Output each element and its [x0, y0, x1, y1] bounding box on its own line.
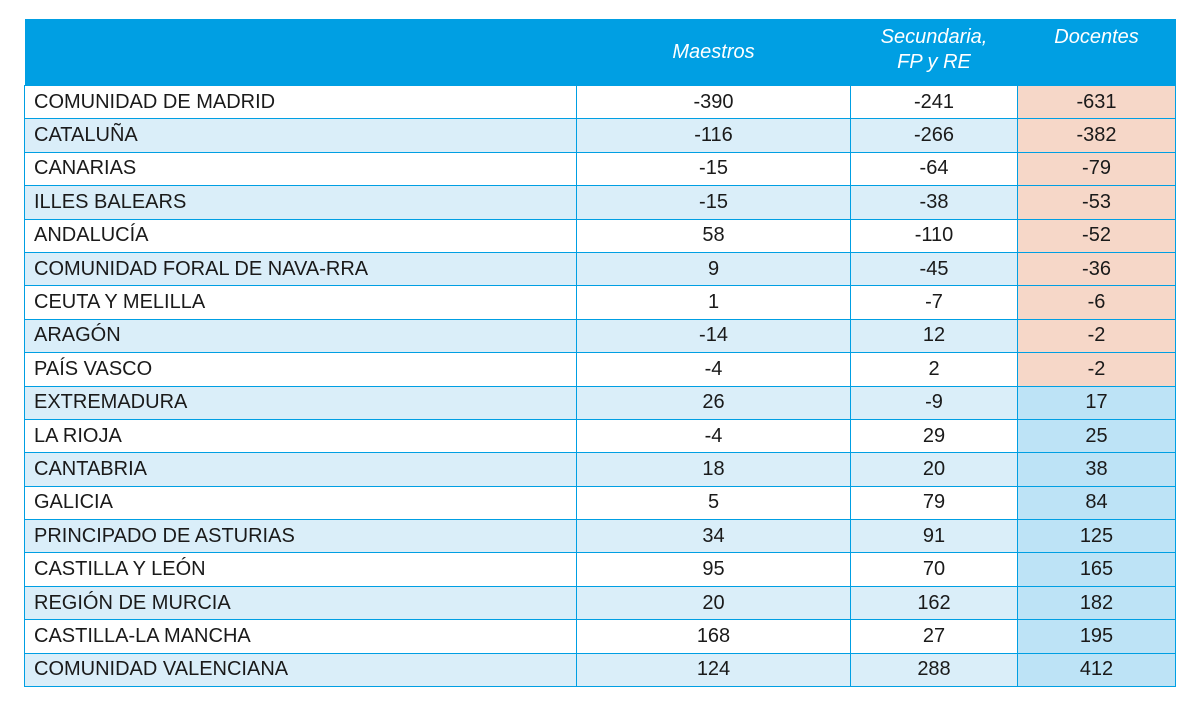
table-header-row: Maestros Secundaria, FP y RE Docentes	[24, 19, 1176, 86]
cell-region: ILLES BALEARS	[24, 185, 577, 220]
cell-region: GALICIA	[24, 485, 577, 521]
cell-maestros: 20	[576, 585, 851, 621]
cell-region: CATALUÑA	[24, 118, 577, 153]
cell-docentes: 182	[1017, 585, 1176, 621]
cell-region: PAÍS VASCO	[24, 352, 577, 387]
table-row: ANDALUCÍA 58 -110 -52	[24, 218, 1176, 253]
table-row: LA RIOJA -4 29 25	[24, 418, 1176, 454]
cell-maestros: 124	[576, 652, 851, 688]
table-row: COMUNIDAD DE MADRID -390 -241 -631	[24, 84, 1176, 120]
table-row: REGIÓN DE MURCIA 20 162 182	[24, 585, 1176, 621]
table-row: GALICIA 5 79 84	[24, 485, 1176, 521]
cell-region: EXTREMADURA	[24, 385, 577, 420]
cell-docentes: -52	[1017, 218, 1176, 253]
cell-secundaria: 2	[850, 352, 1018, 387]
cell-secundaria: -45	[850, 251, 1018, 287]
cell-maestros: 18	[576, 452, 851, 487]
cell-maestros: -390	[576, 84, 851, 120]
cell-secundaria: 288	[850, 652, 1018, 688]
cell-secundaria: 91	[850, 519, 1018, 554]
header-maestros: Maestros	[576, 19, 851, 86]
cell-region: CANARIAS	[24, 151, 577, 187]
table-row: CATALUÑA -116 -266 -382	[24, 118, 1176, 153]
cell-secundaria: 27	[850, 619, 1018, 654]
cell-maestros: -116	[576, 118, 851, 153]
table-row: CASTILLA Y LEÓN 95 70 165	[24, 552, 1176, 587]
cell-secundaria: 162	[850, 585, 1018, 621]
cell-docentes: -79	[1017, 151, 1176, 187]
cell-maestros: 95	[576, 552, 851, 587]
table-row: PAÍS VASCO -4 2 -2	[24, 352, 1176, 387]
table-row: COMUNIDAD VALENCIANA 124 288 412	[24, 652, 1176, 688]
cell-docentes: -382	[1017, 118, 1176, 153]
cell-secundaria: 20	[850, 452, 1018, 487]
table-row: CEUTA Y MELILLA 1 -7 -6	[24, 285, 1176, 320]
cell-secundaria: 29	[850, 418, 1018, 454]
cell-maestros: 5	[576, 485, 851, 521]
cell-docentes: 165	[1017, 552, 1176, 587]
cell-docentes: 412	[1017, 652, 1176, 688]
table-row: CASTILLA-LA MANCHA 168 27 195	[24, 619, 1176, 654]
table-row: ILLES BALEARS -15 -38 -53	[24, 185, 1176, 220]
table-row: PRINCIPADO DE ASTURIAS 34 91 125	[24, 519, 1176, 554]
header-secundaria-line1: Secundaria,	[880, 26, 988, 48]
cell-docentes: 84	[1017, 485, 1176, 521]
cell-docentes: -36	[1017, 251, 1176, 287]
cell-maestros: -4	[576, 352, 851, 387]
header-secundaria-line2: FP y RE	[897, 51, 971, 73]
cell-maestros: 1	[576, 285, 851, 320]
cell-secundaria: -110	[850, 218, 1018, 253]
cell-secundaria: -38	[850, 185, 1018, 220]
cell-region: CASTILLA-LA MANCHA	[24, 619, 577, 654]
cell-docentes: -2	[1017, 352, 1176, 387]
cell-docentes: 125	[1017, 519, 1176, 554]
cell-region: CASTILLA Y LEÓN	[24, 552, 577, 587]
cell-docentes: -6	[1017, 285, 1176, 320]
cell-maestros: 58	[576, 218, 851, 253]
cell-region: PRINCIPADO DE ASTURIAS	[24, 519, 577, 554]
cell-docentes: 38	[1017, 452, 1176, 487]
cell-region: REGIÓN DE MURCIA	[24, 585, 577, 621]
cell-region: COMUNIDAD VALENCIANA	[24, 652, 577, 688]
cell-docentes: -631	[1017, 84, 1176, 120]
cell-region: COMUNIDAD DE MADRID	[24, 84, 577, 120]
cell-secundaria: -64	[850, 151, 1018, 187]
cell-docentes: -2	[1017, 318, 1176, 354]
cell-maestros: -15	[576, 151, 851, 187]
cell-secundaria: -241	[850, 84, 1018, 120]
cell-docentes: 195	[1017, 619, 1176, 654]
cell-secundaria: -7	[850, 285, 1018, 320]
cell-secundaria: -9	[850, 385, 1018, 420]
cell-maestros: -4	[576, 418, 851, 454]
cell-secundaria: -266	[850, 118, 1018, 153]
cell-region: CEUTA Y MELILLA	[24, 285, 577, 320]
cell-region: CANTABRIA	[24, 452, 577, 487]
header-docentes: Docentes	[1017, 19, 1176, 86]
cell-maestros: 9	[576, 251, 851, 287]
cell-region: COMUNIDAD FORAL DE NAVA-RRA	[24, 251, 577, 287]
cell-secundaria: 70	[850, 552, 1018, 587]
cell-maestros: 26	[576, 385, 851, 420]
cell-maestros: -14	[576, 318, 851, 354]
cell-maestros: -15	[576, 185, 851, 220]
cell-docentes: 25	[1017, 418, 1176, 454]
cell-secundaria: 79	[850, 485, 1018, 521]
table-row: CANTABRIA 18 20 38	[24, 452, 1176, 487]
cell-region: ARAGÓN	[24, 318, 577, 354]
cell-maestros: 34	[576, 519, 851, 554]
docentes-table: Maestros Secundaria, FP y RE Docentes CO…	[24, 19, 1176, 688]
cell-region: LA RIOJA	[24, 418, 577, 454]
header-secundaria: Secundaria, FP y RE	[850, 19, 1018, 86]
cell-docentes: -53	[1017, 185, 1176, 220]
table-row: ARAGÓN -14 12 -2	[24, 318, 1176, 354]
cell-region: ANDALUCÍA	[24, 218, 577, 253]
table-row: EXTREMADURA 26 -9 17	[24, 385, 1176, 420]
cell-maestros: 168	[576, 619, 851, 654]
cell-docentes: 17	[1017, 385, 1176, 420]
table-row: CANARIAS -15 -64 -79	[24, 151, 1176, 187]
cell-secundaria: 12	[850, 318, 1018, 354]
header-region	[24, 19, 577, 86]
table-row: COMUNIDAD FORAL DE NAVA-RRA 9 -45 -36	[24, 251, 1176, 287]
